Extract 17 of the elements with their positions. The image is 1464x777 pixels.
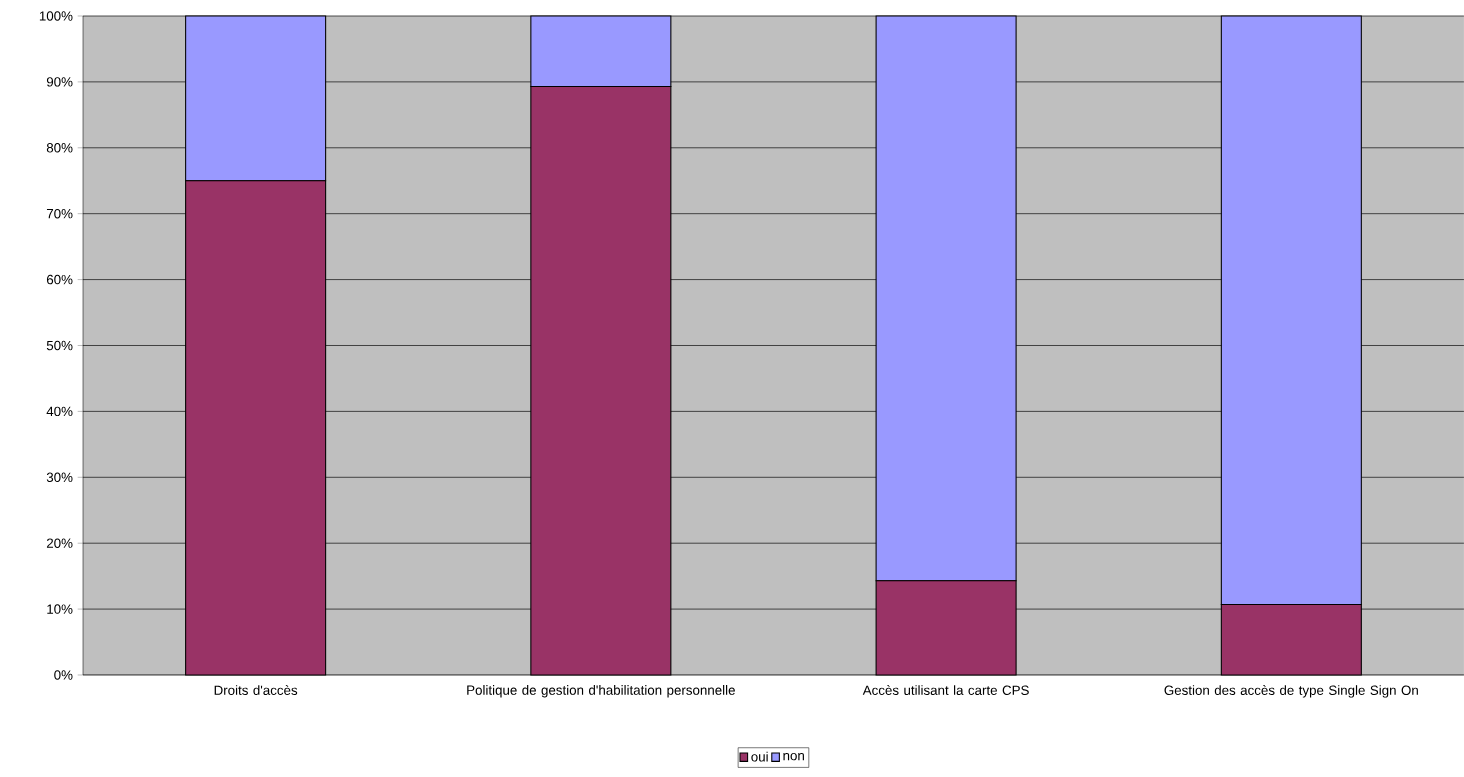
- x-tick-label: Politique de gestion d'habilitation personnelle: [467, 685, 735, 698]
- y-tick-label: 40%: [46, 406, 73, 417]
- y-tick-label: 0%: [54, 670, 73, 680]
- x-tick-label: Droits d'accès: [214, 685, 298, 695]
- y-tick-label: 50%: [46, 340, 73, 351]
- x-tick-label: Gestion des accès de type Single Sign On: [1164, 685, 1418, 698]
- y-tick-label: 10%: [47, 604, 73, 614]
- legend-label: oui: [751, 751, 768, 762]
- y-tick-label: 70%: [46, 208, 73, 219]
- y-tick-label: 20%: [46, 538, 73, 548]
- legend-label: non: [783, 752, 804, 761]
- y-tick-label: 60%: [46, 274, 73, 285]
- y-tick-label: 30%: [46, 472, 73, 482]
- y-tick-label: 80%: [46, 143, 73, 153]
- y-tick-label: 100%: [39, 11, 73, 21]
- y-tick-label: 90%: [46, 77, 73, 87]
- x-tick-label: Accès utilisant la carte CPS: [862, 685, 1029, 695]
